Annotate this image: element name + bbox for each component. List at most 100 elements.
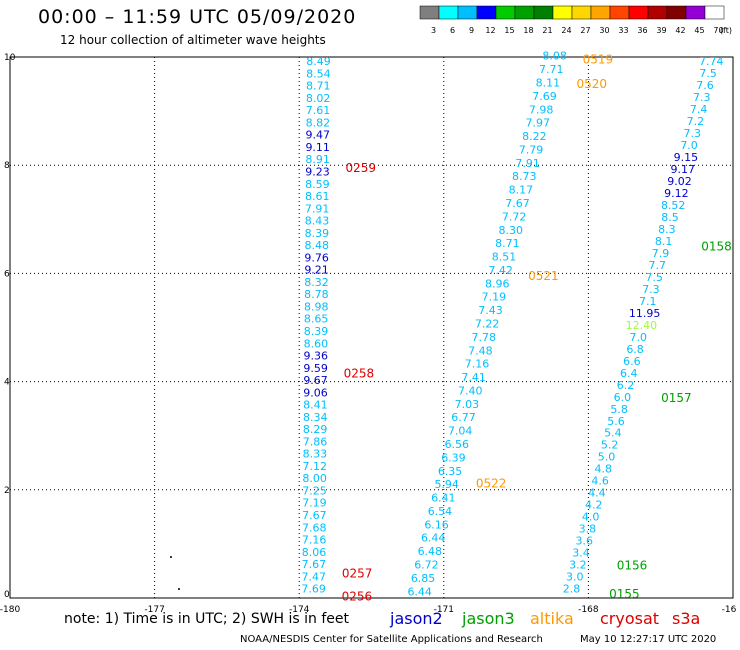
wave-height-label: 8.78 [304, 288, 329, 301]
wave-height-label: 9.76 [304, 251, 329, 264]
wave-height-label: 7.71 [539, 63, 564, 76]
colorbar-label: 21 [542, 26, 552, 35]
time-label: 0258 [344, 366, 375, 380]
wave-height-label: 2.8 [563, 583, 581, 596]
y-tick-label: 0 [4, 590, 10, 600]
wave-height-label: 7.0 [629, 331, 647, 344]
wave-height-label: 6.54 [428, 505, 453, 518]
x-tick-label: -171 [434, 605, 454, 615]
colorbar-swatch [457, 5, 478, 20]
wave-height-label: 6.0 [614, 391, 632, 404]
credit-text: NOAA/NESDIS Center for Satellite Applica… [240, 634, 543, 645]
wave-height-label: 7.6 [696, 79, 714, 92]
wave-height-label: 8.48 [305, 239, 330, 252]
wave-height-label: 7.48 [468, 344, 493, 357]
colorbar-label: 27 [580, 26, 590, 35]
units-note: note: 1) Time is in UTC; 2) SWH is in fe… [64, 611, 350, 627]
wave-height-label: 11.95 [629, 307, 661, 320]
wave-height-label: 6.44 [421, 532, 446, 545]
wave-height-label: 7.86 [303, 435, 328, 448]
wave-height-label: 7.67 [302, 558, 327, 571]
wave-height-label: 7.69 [301, 583, 326, 596]
wave-height-label: 8.32 [304, 276, 329, 289]
wave-height-label: 7.68 [302, 521, 327, 534]
wave-height-label: 7.03 [455, 398, 480, 411]
wave-height-label: 7.41 [461, 371, 486, 384]
colorbar-swatch [571, 5, 592, 20]
y-tick-label: 2 [4, 486, 10, 496]
legend-s3a: s3a [672, 609, 701, 628]
y-tick-label: 6 [4, 269, 10, 279]
wave-height-label: 8.54 [306, 67, 331, 80]
time-label: 0157 [661, 391, 692, 405]
x-tick-label: -177 [144, 605, 164, 615]
x-tick-label: -180 [0, 605, 20, 615]
x-tick-label: -174 [289, 605, 310, 615]
colorbar-swatch [476, 5, 497, 20]
wave-height-label: 7.98 [529, 103, 554, 116]
wave-height-label: 7.67 [302, 509, 327, 522]
colorbar-label: 36 [637, 26, 647, 35]
wave-height-label: 8.71 [495, 237, 520, 250]
wave-height-label: 8.51 [492, 251, 517, 264]
colorbar-swatch [628, 5, 649, 20]
wave-height-label: 7.25 [302, 484, 327, 497]
wave-height-label: 4.4 [588, 487, 606, 500]
wave-height-label: 8.59 [305, 178, 330, 191]
wave-height-label: 6.4 [620, 367, 638, 380]
cryosat-track: 8.498.548.718.027.618.829.479.118.919.23… [301, 55, 376, 603]
x-tick-label: -16 [722, 605, 737, 615]
wave-height-label: 8.49 [306, 55, 331, 68]
wave-height-label: 8.39 [304, 325, 329, 338]
wave-height-label: 7.1 [639, 295, 657, 308]
wave-height-label: 9.15 [674, 151, 699, 164]
colorbar-label: 42 [675, 26, 685, 35]
wave-height-label: 7.91 [515, 157, 540, 170]
wave-height-label: 8.30 [499, 224, 524, 237]
wave-height-label: 7.3 [683, 127, 701, 140]
wave-height-label: 9.06 [303, 386, 328, 399]
y-tick-label: 4 [4, 378, 10, 388]
legend-jason3: jason3 [462, 609, 515, 628]
colorbar-swatch [704, 5, 725, 20]
wave-height-label: 7.2 [687, 115, 705, 128]
time-label: 0158 [701, 239, 732, 253]
wave-height-label: 7.3 [642, 283, 660, 296]
x-tick-label: -168 [578, 605, 599, 615]
colorbar-label: 30 [599, 26, 609, 35]
wave-height-label: 3.4 [572, 547, 590, 560]
colorbar-swatch [685, 5, 706, 20]
time-label: 0522 [476, 476, 507, 490]
time-label: 0259 [346, 161, 377, 175]
wave-height-label: 6.39 [441, 451, 466, 464]
time-label: 0521 [528, 269, 559, 283]
time-label: 0519 [583, 53, 614, 67]
wave-height-label: 6.16 [424, 518, 449, 531]
colorbar-label: 33 [618, 26, 628, 35]
wave-height-label: 8.61 [305, 190, 330, 203]
wave-height-label: 7.3 [693, 91, 711, 104]
colorbar-swatch [609, 5, 630, 20]
wave-height-label: 8.29 [303, 423, 328, 436]
wave-height-label: 7.16 [302, 534, 327, 547]
wave-height-label: 8.33 [303, 448, 328, 461]
wave-height-label: 8.41 [303, 399, 328, 412]
wave-height-label: 6.2 [617, 379, 635, 392]
wave-height-label: 6.48 [418, 545, 443, 558]
wave-height-label: 7.42 [488, 264, 513, 277]
wave-height-label: 5.0 [598, 451, 616, 464]
colorbar-swatch [552, 5, 573, 20]
colorbar-label: 6 [450, 26, 455, 35]
chart-subtitle: 12 hour collection of altimeter wave hei… [60, 33, 326, 47]
wave-height-label: 6.8 [626, 343, 644, 356]
wave-height-label: 3.6 [575, 535, 593, 548]
y-tick-label: 10 [4, 53, 16, 63]
legend-jason2: jason2 [390, 609, 443, 628]
wave-height-label: 9.12 [664, 187, 689, 200]
wave-height-label: 6.72 [414, 559, 439, 572]
wave-height-label: 7.5 [699, 67, 717, 80]
wave-height-label: 8.43 [305, 215, 330, 228]
wave-height-label: 8.08 [542, 50, 567, 63]
wave-height-label: 8.65 [304, 313, 329, 326]
